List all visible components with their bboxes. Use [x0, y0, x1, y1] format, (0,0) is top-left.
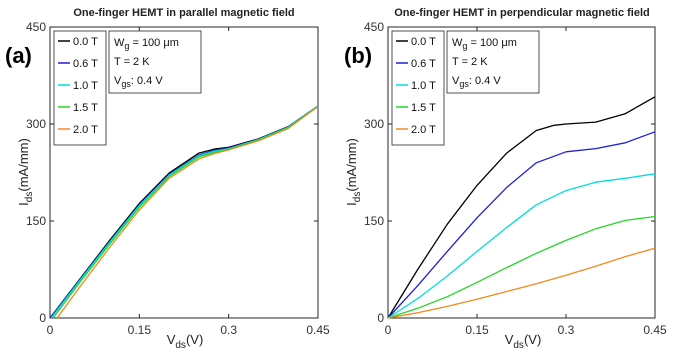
x-tick-label: 0.15 — [128, 323, 152, 337]
x-axis-label: Vds(V) — [167, 332, 204, 351]
annotation-text: : 0.4 V — [131, 75, 163, 87]
series-line-00 — [387, 96, 656, 319]
annotation-text: = 100 μm — [467, 37, 516, 49]
legend-box — [391, 30, 445, 146]
y-axis-label-main: I — [344, 202, 359, 206]
x-axis-label-unit: (V) — [186, 332, 203, 347]
y-tick-label: 450 — [364, 20, 384, 34]
annotation-gate-width: Wg = 100 μm — [452, 37, 517, 51]
x-axis-label-main: V — [167, 332, 176, 347]
x-tick-label: 0 — [385, 323, 392, 337]
legend-entry: 1.5 T — [73, 102, 98, 114]
series-line-20 — [387, 247, 656, 319]
y-tick-label: 0 — [377, 311, 384, 325]
legend-entry: 0.6 T — [73, 58, 98, 70]
x-axis-label: Vds(V) — [505, 332, 542, 351]
y-axis-label: Ids(mA/mm) — [16, 138, 35, 206]
annotation-gate-width: Wg = 100 μm — [114, 37, 179, 51]
y-axis-label-sub: ds — [352, 192, 363, 203]
annotation-sub: g — [462, 41, 467, 51]
chart-title: One-finger HEMT in perpendicular magneti… — [394, 7, 649, 19]
x-axis-label-sub: ds — [513, 340, 524, 351]
series-line-06 — [387, 131, 656, 319]
annotation-box — [108, 30, 202, 94]
chart-title: One-finger HEMT in parallel magnetic fie… — [73, 7, 294, 19]
y-tick-label: 0 — [39, 311, 46, 325]
x-tick-label: 0.3 — [558, 323, 575, 337]
y-axis-label-unit: (mA/mm) — [16, 138, 31, 191]
annotation-box — [446, 30, 540, 94]
annotation-temperature: T = 2 K — [452, 56, 488, 68]
x-tick-label: 0.45 — [643, 323, 667, 337]
legend-entry: 2.0 T — [73, 124, 98, 136]
panel-label: (a) — [5, 43, 32, 68]
x-axis-label-main: V — [505, 332, 514, 347]
legend-entry: 1.0 T — [411, 80, 436, 92]
annotation-text: V — [452, 75, 460, 87]
x-tick-label: 0.15 — [465, 323, 489, 337]
y-axis-label-unit: (mA/mm) — [344, 138, 359, 191]
annotation-gate-voltage: Vgs: 0.4 V — [452, 75, 501, 89]
annotation-sub: gs — [121, 79, 131, 89]
annotation-gate-voltage: Vgs: 0.4 V — [114, 75, 163, 89]
y-axis-label-main: I — [16, 202, 31, 206]
annotation-text: W — [114, 37, 125, 49]
annotation-text: V — [114, 75, 122, 87]
x-tick-label: 0.3 — [220, 323, 237, 337]
y-axis-label: Ids(mA/mm) — [344, 138, 363, 206]
series-line-10 — [387, 173, 656, 319]
legend-entry: 1.5 T — [411, 102, 436, 114]
panel-label: (b) — [344, 43, 372, 68]
annotation-sub: g — [124, 41, 129, 51]
series-line-15 — [387, 215, 656, 319]
legend-entry: 0.0 T — [411, 36, 436, 48]
y-tick-label: 150 — [364, 214, 384, 228]
chart-panel-b: One-finger HEMT in perpendicular magneti… — [344, 7, 667, 351]
y-tick-label: 150 — [26, 214, 46, 228]
series-line-20 — [56, 105, 319, 319]
y-tick-label: 300 — [364, 117, 384, 131]
annotation-text: = 100 μm — [129, 37, 178, 49]
annotation-sub: gs — [459, 79, 469, 89]
y-tick-label: 300 — [26, 117, 46, 131]
x-tick-label: 0.45 — [306, 323, 330, 337]
annotation-text: : 0.4 V — [469, 75, 501, 87]
x-tick-label: 0 — [47, 323, 54, 337]
legend-entry: 2.0 T — [411, 124, 436, 136]
x-axis-label-unit: (V) — [524, 332, 541, 347]
x-axis-label-sub: ds — [175, 340, 186, 351]
legend-entry: 0.6 T — [411, 58, 436, 70]
annotation-text: W — [452, 37, 463, 49]
legend-entry: 0.0 T — [73, 36, 98, 48]
annotation-temperature: T = 2 K — [114, 56, 150, 68]
y-tick-label: 450 — [26, 20, 46, 34]
legend-box — [53, 30, 107, 146]
y-axis-label-sub: ds — [24, 192, 35, 203]
legend-entry: 1.0 T — [73, 80, 98, 92]
chart-panel-a: One-finger HEMT in parallel magnetic fie… — [5, 7, 330, 351]
